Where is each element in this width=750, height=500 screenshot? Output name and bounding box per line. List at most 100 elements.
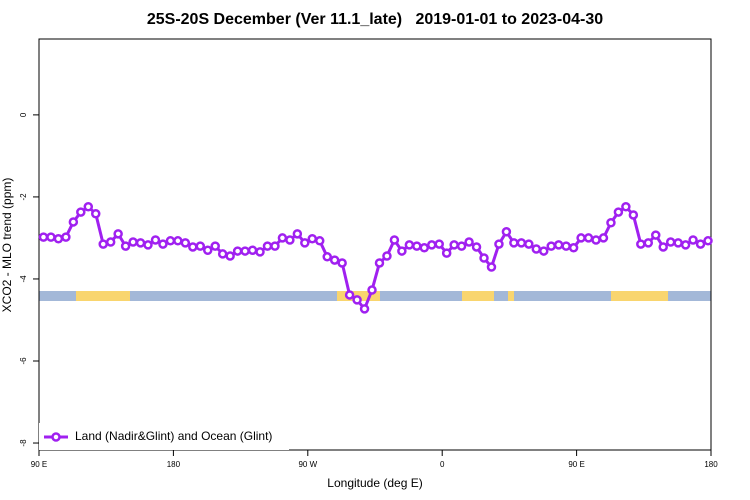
point bbox=[165, 236, 176, 246]
point bbox=[695, 239, 706, 249]
point bbox=[464, 237, 474, 247]
point bbox=[113, 229, 123, 239]
point bbox=[441, 248, 452, 258]
point bbox=[322, 252, 332, 262]
point bbox=[621, 202, 631, 212]
land-band bbox=[76, 291, 130, 301]
point bbox=[673, 238, 683, 248]
point bbox=[434, 239, 444, 249]
y-tick-label: -8 bbox=[19, 439, 28, 447]
point bbox=[382, 251, 392, 261]
point bbox=[658, 242, 668, 252]
point bbox=[538, 246, 549, 256]
point bbox=[150, 235, 161, 245]
point bbox=[90, 208, 101, 219]
x-axis-label: Longitude (deg E) bbox=[327, 476, 422, 490]
point bbox=[367, 285, 377, 295]
point bbox=[389, 235, 400, 245]
point bbox=[158, 239, 168, 249]
point bbox=[397, 246, 407, 256]
point bbox=[98, 239, 108, 249]
point bbox=[591, 235, 601, 245]
point bbox=[53, 234, 64, 244]
y-axis-label: XCO2 - MLO trend (ppm) bbox=[0, 178, 14, 313]
point bbox=[531, 244, 542, 254]
point bbox=[180, 238, 191, 248]
point bbox=[598, 233, 609, 243]
point bbox=[38, 232, 49, 242]
point bbox=[650, 230, 661, 240]
land-band bbox=[462, 291, 494, 301]
legend-marker bbox=[51, 432, 61, 442]
legend bbox=[39, 423, 289, 450]
point bbox=[120, 241, 131, 251]
point bbox=[665, 237, 676, 247]
point bbox=[61, 232, 71, 242]
point bbox=[359, 304, 370, 314]
point bbox=[255, 247, 265, 257]
point bbox=[501, 227, 512, 237]
point bbox=[606, 218, 616, 228]
point bbox=[225, 251, 235, 261]
point bbox=[426, 240, 437, 250]
x-tick-label: 90 W bbox=[298, 460, 317, 469]
point bbox=[232, 246, 243, 256]
point bbox=[509, 238, 519, 248]
point bbox=[486, 262, 497, 272]
point bbox=[456, 241, 467, 251]
x-tick-label: 90 E bbox=[31, 460, 47, 469]
point bbox=[703, 236, 713, 246]
point bbox=[307, 234, 318, 244]
point bbox=[68, 217, 79, 227]
y-tick-label: -4 bbox=[19, 275, 28, 283]
point bbox=[636, 239, 646, 249]
land-band bbox=[611, 291, 668, 301]
point bbox=[202, 245, 213, 255]
point bbox=[419, 243, 430, 253]
point bbox=[524, 239, 534, 249]
point bbox=[374, 258, 385, 268]
point bbox=[329, 255, 340, 265]
point bbox=[404, 240, 415, 250]
point bbox=[546, 241, 556, 251]
point bbox=[277, 233, 288, 243]
point bbox=[576, 233, 586, 243]
chart-title: 25S-20S December (Ver 11.1_late) 2019-01… bbox=[147, 11, 603, 28]
y-tick-label: 0 bbox=[19, 112, 28, 117]
point bbox=[128, 237, 138, 247]
point bbox=[270, 241, 280, 251]
point bbox=[337, 258, 347, 268]
point bbox=[352, 295, 362, 305]
point bbox=[449, 240, 459, 250]
point bbox=[173, 236, 183, 246]
point bbox=[680, 240, 691, 250]
point bbox=[210, 241, 220, 251]
point bbox=[300, 238, 310, 248]
point bbox=[240, 246, 250, 256]
point bbox=[195, 241, 206, 251]
point bbox=[105, 237, 116, 247]
x-tick-label: 0 bbox=[440, 460, 445, 469]
point bbox=[143, 240, 153, 250]
point bbox=[412, 241, 422, 251]
point bbox=[76, 207, 86, 217]
point bbox=[135, 238, 146, 248]
point bbox=[292, 229, 303, 239]
point bbox=[494, 239, 504, 249]
y-tick-label: -6 bbox=[19, 357, 28, 365]
point bbox=[217, 249, 228, 259]
y-tick-label: -2 bbox=[19, 193, 28, 201]
point bbox=[471, 242, 482, 252]
point bbox=[188, 242, 198, 252]
point bbox=[688, 235, 698, 245]
x-tick-label: 90 E bbox=[568, 460, 584, 469]
point bbox=[613, 207, 624, 217]
point bbox=[285, 235, 295, 245]
point bbox=[643, 238, 654, 248]
land-band bbox=[508, 291, 514, 301]
point bbox=[344, 290, 355, 300]
point bbox=[262, 241, 273, 251]
point bbox=[516, 238, 527, 248]
x-tick-label: 180 bbox=[704, 460, 718, 469]
